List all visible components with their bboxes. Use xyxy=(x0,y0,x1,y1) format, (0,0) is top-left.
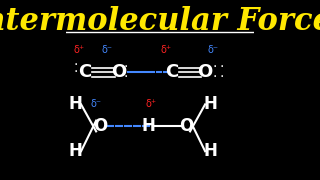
Text: H: H xyxy=(142,117,156,135)
Text: δ⁺: δ⁺ xyxy=(145,99,156,109)
Text: δ⁻: δ⁻ xyxy=(102,45,113,55)
Text: ·: · xyxy=(124,70,128,84)
Text: H: H xyxy=(68,95,82,113)
Text: ·: · xyxy=(220,70,224,84)
Text: Intermolecular Forces: Intermolecular Forces xyxy=(0,6,320,37)
Text: δ⁺: δ⁺ xyxy=(160,45,171,55)
Text: O: O xyxy=(197,63,213,81)
Text: ·: · xyxy=(124,60,128,74)
Text: H: H xyxy=(68,142,82,160)
Text: ·: · xyxy=(73,65,78,79)
Text: O: O xyxy=(179,117,193,135)
Text: ·: · xyxy=(73,58,78,72)
Text: δ⁺: δ⁺ xyxy=(74,45,85,55)
Text: H: H xyxy=(204,142,218,160)
Text: ·: · xyxy=(212,60,217,74)
Text: δ⁻: δ⁻ xyxy=(91,99,102,109)
Text: C: C xyxy=(78,63,92,81)
Text: C: C xyxy=(165,63,178,81)
Text: ·: · xyxy=(220,60,224,74)
Text: ·: · xyxy=(212,70,217,84)
Text: O: O xyxy=(93,117,107,135)
Text: δ⁻: δ⁻ xyxy=(207,45,218,55)
Text: H: H xyxy=(204,95,218,113)
Text: O: O xyxy=(111,63,126,81)
